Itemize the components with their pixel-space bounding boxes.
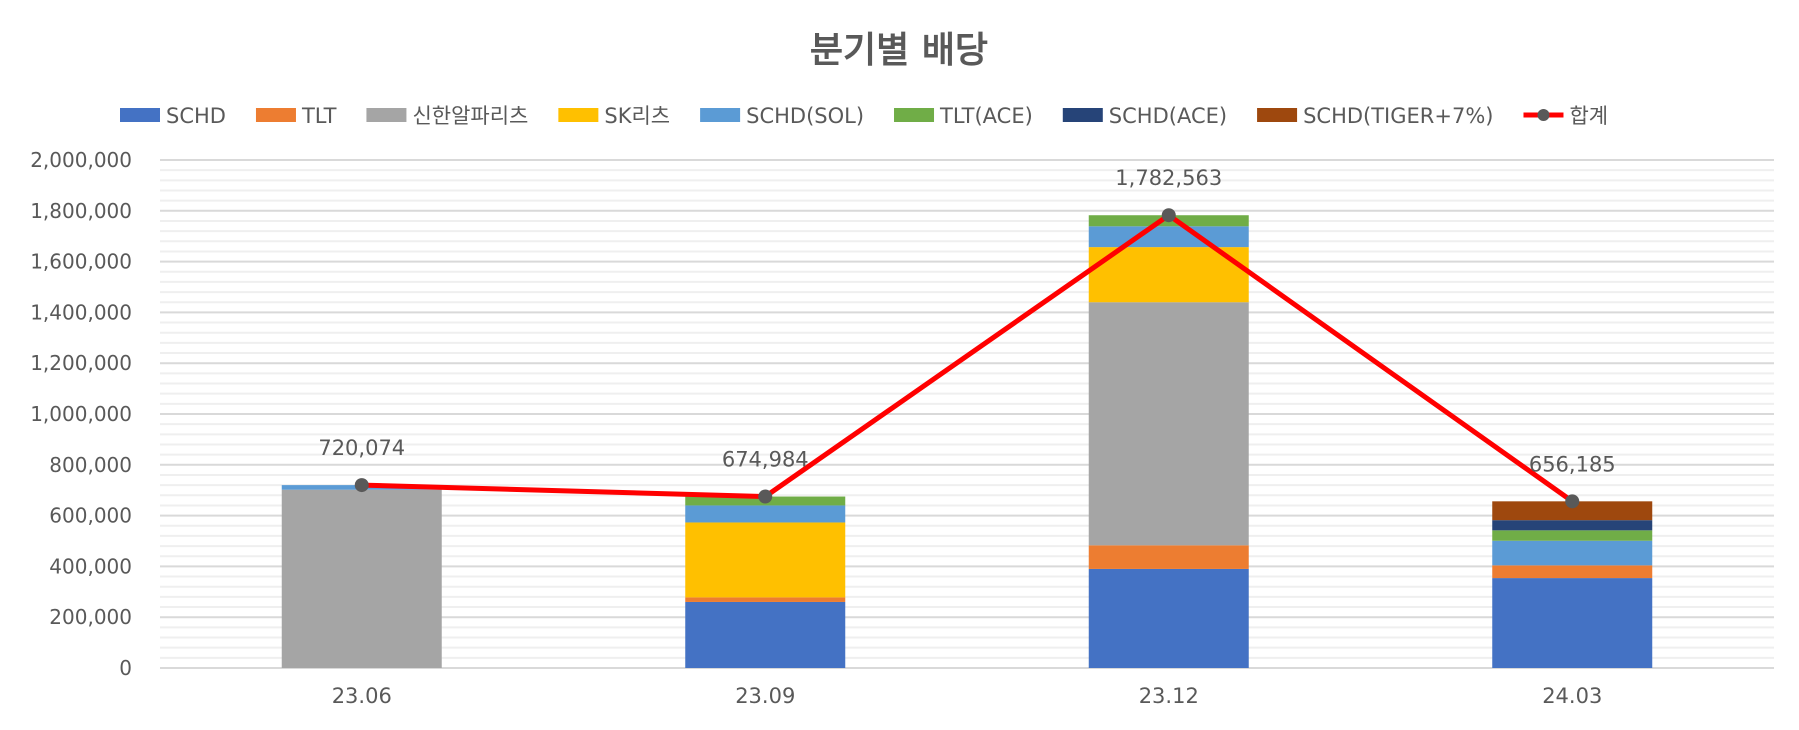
legend-swatch xyxy=(120,108,160,122)
legend-swatch xyxy=(366,108,407,122)
bar-segment-SCHD(ACE) xyxy=(1492,520,1653,531)
legend-swatch xyxy=(558,108,599,122)
legend-swatch xyxy=(1257,108,1298,122)
x-tick-label: 24.03 xyxy=(1542,684,1602,708)
total-marker xyxy=(1565,494,1580,509)
total-data-label: 720,074 xyxy=(318,436,405,460)
legend-label: 합계 xyxy=(1569,104,1608,128)
bar-segment-SCHD(SOL) xyxy=(685,505,846,523)
legend-swatch xyxy=(894,108,935,122)
x-tick-label: 23.09 xyxy=(735,684,795,708)
bar-segment-TLT xyxy=(1088,545,1249,569)
legend-label: SK리츠 xyxy=(604,104,670,128)
bar-segment-신한알파리츠 xyxy=(1088,302,1249,546)
total-marker xyxy=(1161,208,1176,223)
y-tick-label: 2,000,000 xyxy=(30,148,132,172)
bar-segment-SCHD(SOL) xyxy=(1492,540,1653,566)
total-marker xyxy=(354,478,369,493)
x-tick-label: 23.12 xyxy=(1139,684,1199,708)
total-marker xyxy=(758,489,773,504)
total-data-label: 656,185 xyxy=(1529,452,1616,476)
legend-swatch xyxy=(700,108,741,122)
chart-title: 분기별 배당 xyxy=(810,30,988,71)
y-tick-label: 1,000,000 xyxy=(30,402,132,426)
legend-swatch xyxy=(1062,108,1103,122)
y-tick-label: 400,000 xyxy=(49,554,132,578)
y-tick-label: 1,200,000 xyxy=(30,351,132,375)
bar-segment-SCHD xyxy=(685,601,846,668)
legend-swatch xyxy=(255,108,296,122)
bar-segment-SCHD(TIGER+7%) xyxy=(1492,501,1653,521)
bar-segment-신한알파리츠 xyxy=(281,489,442,668)
total-line xyxy=(361,212,1574,504)
y-tick-label: 1,800,000 xyxy=(30,199,132,223)
legend-line-marker xyxy=(1537,109,1550,121)
bar-segment-SK리츠 xyxy=(685,522,846,598)
legend-label: TLT xyxy=(301,104,337,128)
bar-segment-SK리츠 xyxy=(1088,247,1249,303)
bar-segment-SCHD xyxy=(1088,568,1249,668)
total-data-label: 1,782,563 xyxy=(1115,166,1222,190)
y-tick-label: 200,000 xyxy=(49,605,132,629)
legend-label: TLT(ACE) xyxy=(939,104,1033,128)
y-tick-label: 1,600,000 xyxy=(30,250,132,274)
legend-label: SCHD(SOL) xyxy=(746,104,864,128)
y-tick-label: 600,000 xyxy=(49,504,132,528)
legend-label: SCHD(ACE) xyxy=(1109,104,1227,128)
x-tick-label: 23.06 xyxy=(332,684,392,708)
bar-segment-TLT xyxy=(1492,565,1653,579)
y-tick-label: 0 xyxy=(119,656,132,680)
bar-segment-SCHD xyxy=(1492,578,1653,668)
bar-segment-SCHD(SOL) xyxy=(1088,226,1249,248)
legend-label: SCHD xyxy=(166,104,226,128)
bar-segment-TLT xyxy=(685,597,846,602)
bar-segment-TLT(ACE) xyxy=(1492,530,1653,541)
y-tick-label: 800,000 xyxy=(49,453,132,477)
legend-label: 신한알파리츠 xyxy=(412,104,528,128)
legend-label: SCHD(TIGER+7%) xyxy=(1303,104,1493,128)
y-tick-label: 1,400,000 xyxy=(30,300,132,324)
total-data-label: 674,984 xyxy=(722,448,809,472)
